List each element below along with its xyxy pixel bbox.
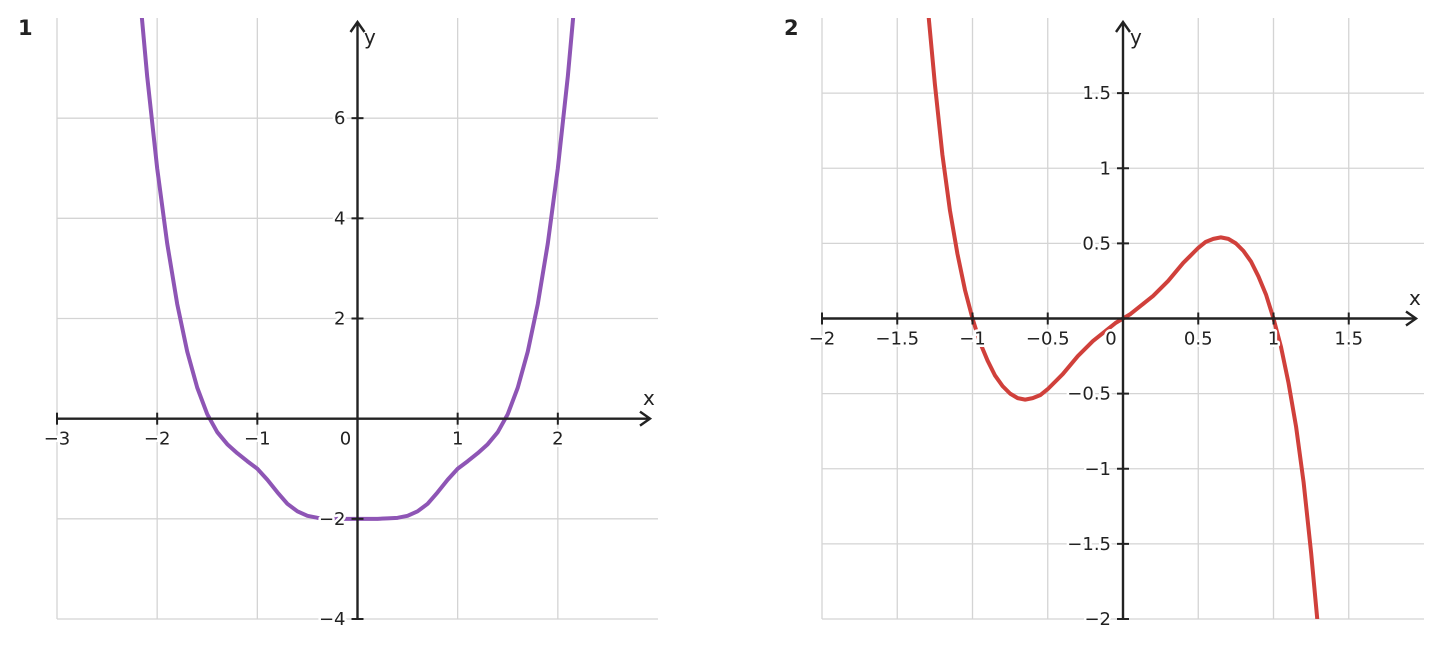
x-tick-label: −2 [809,329,836,350]
x-tick-label: −3 [44,429,71,450]
ticks: −2 −1.5 −1 −0.5 0 0.5 1 1.5 −2 −1.5 −1 −0.5 0.5 1 1.5 [806,81,1365,633]
y-axis-arrow [1115,19,1131,33]
y-tick-label: 0.5 [1082,233,1111,254]
y-tick-label: −0.5 [1067,384,1111,405]
x-tick-label: −1 [959,329,986,350]
x-tick-label: −1 [244,429,271,450]
ticks: −3 −2 −1 0 1 2 −4 −2 2 4 6 [41,106,566,633]
x-tick-label: 1.5 [1334,329,1363,350]
x-tick-label: 1 [452,429,463,450]
panel-label: 2 [784,16,799,40]
x-tick-label: −0.5 [1026,329,1070,350]
y-axis-label: y [1130,25,1142,49]
y-tick-label: 6 [334,108,345,129]
x-axis-label: x [1409,286,1421,310]
y-tick-label: −4 [319,609,346,630]
axes [822,19,1419,619]
y-tick-label: −2 [1084,609,1111,630]
y-tick-label: −1 [1084,459,1111,480]
y-tick-label: −2 [319,509,346,530]
x-tick-label: 0 [1105,329,1116,350]
axes [57,19,653,619]
y-axis-arrow [349,19,366,33]
x-tick-label: 0 [340,429,351,450]
y-tick-label: 1.5 [1082,83,1111,104]
x-tick-label: 1 [1268,329,1279,350]
y-tick-label: 2 [334,309,345,330]
y-tick-label: −1.5 [1067,534,1111,555]
x-tick-label: −1.5 [875,329,919,350]
y-tick-label: 4 [334,208,345,229]
x-axis-label: x [643,386,655,410]
x-axis-arrow [1405,310,1419,327]
chart-panel-1: −3 −2 −1 0 1 2 −4 −2 2 4 6 1 x y [18,16,658,633]
x-tick-label: 0.5 [1184,329,1213,350]
panel-label: 1 [18,16,33,40]
x-tick-label: 2 [552,429,563,450]
y-tick-label: 1 [1100,158,1111,179]
y-axis-label: y [364,25,376,49]
x-axis-arrow [639,410,653,427]
chart-panel-2: −2 −1.5 −1 −0.5 0 0.5 1 1.5−2−1.5−1−0.50.511.5 … [784,16,1424,633]
x-tick-label: −2 [144,429,171,450]
